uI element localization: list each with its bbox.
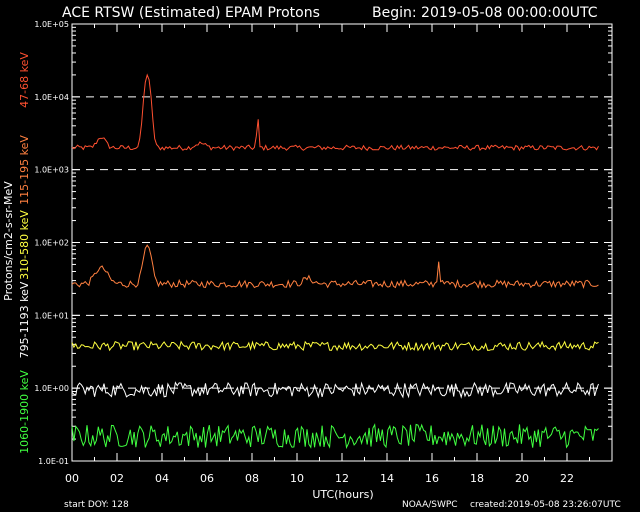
y-tick-label-6: 1.0E+05	[34, 20, 69, 29]
start-doy: start DOY: 128	[64, 500, 129, 510]
y-tick-label-5: 1.0E+04	[34, 93, 69, 102]
y-axis: 1.0E-01 1.0E+00 1.0E+01 1.0E+02 1.0E+03 1.0E+…	[34, 20, 612, 466]
series-line-3	[71, 381, 599, 399]
series-label-4: 1060-1900 keV	[18, 370, 31, 454]
x-tick-label-5: 10	[290, 472, 304, 485]
x-tick-label-9: 18	[470, 472, 484, 485]
series-label-2: 310-580 keV	[18, 210, 31, 280]
series-line-1	[71, 244, 599, 290]
series-label-3: 795-1193 keV	[18, 281, 31, 358]
x-tick-label-11: 22	[560, 472, 574, 485]
legend: 47-68 keV 115-195 keV 310-580 keV795-1193 …	[18, 52, 31, 454]
series-line-2	[71, 340, 599, 352]
x-tick-label-0: 00	[65, 472, 79, 485]
y-tick-label-4: 1.0E+03	[34, 166, 69, 175]
x-tick-label-10: 20	[515, 472, 529, 485]
created-time: created:2019-05-08 23:26:07UTC	[470, 500, 621, 510]
begin-time: Begin: 2019-05-08 00:00:00UTC	[372, 5, 598, 21]
x-tick-label-7: 14	[380, 472, 394, 485]
x-tick-label-6: 12	[335, 472, 349, 485]
gridlines	[72, 96, 612, 389]
series-line-0	[71, 73, 599, 152]
x-tick-label-1: 02	[110, 472, 124, 485]
x-tick-label-2: 04	[155, 472, 169, 485]
x-tick-label-8: 16	[425, 472, 439, 485]
series-label-0: 47-68 keV	[18, 52, 31, 108]
source-label: NOAA/SWPC	[402, 500, 458, 510]
x-axis: 00 02 04 06 08 10 12 14 16 18 20 22	[65, 24, 590, 485]
y-tick-label-2: 1.0E+01	[34, 311, 69, 320]
x-tick-label-4: 08	[245, 472, 259, 485]
chart-title: ACE RTSW (Estimated) EPAM Protons	[62, 5, 320, 21]
series-lines	[71, 73, 599, 450]
y-tick-label-1: 1.0E+00	[34, 384, 69, 393]
series-label-1: 115-195 keV	[18, 135, 31, 205]
y-tick-label-0: 1.0E-01	[38, 457, 69, 466]
series-line-4	[71, 423, 599, 450]
y-tick-label-3: 1.0E+02	[34, 239, 69, 248]
x-tick-label-3: 06	[200, 472, 214, 485]
y-axis-label: Protons/cm2-s-sr-MeV	[2, 181, 15, 301]
x-axis-label: UTC(hours)	[312, 488, 373, 501]
